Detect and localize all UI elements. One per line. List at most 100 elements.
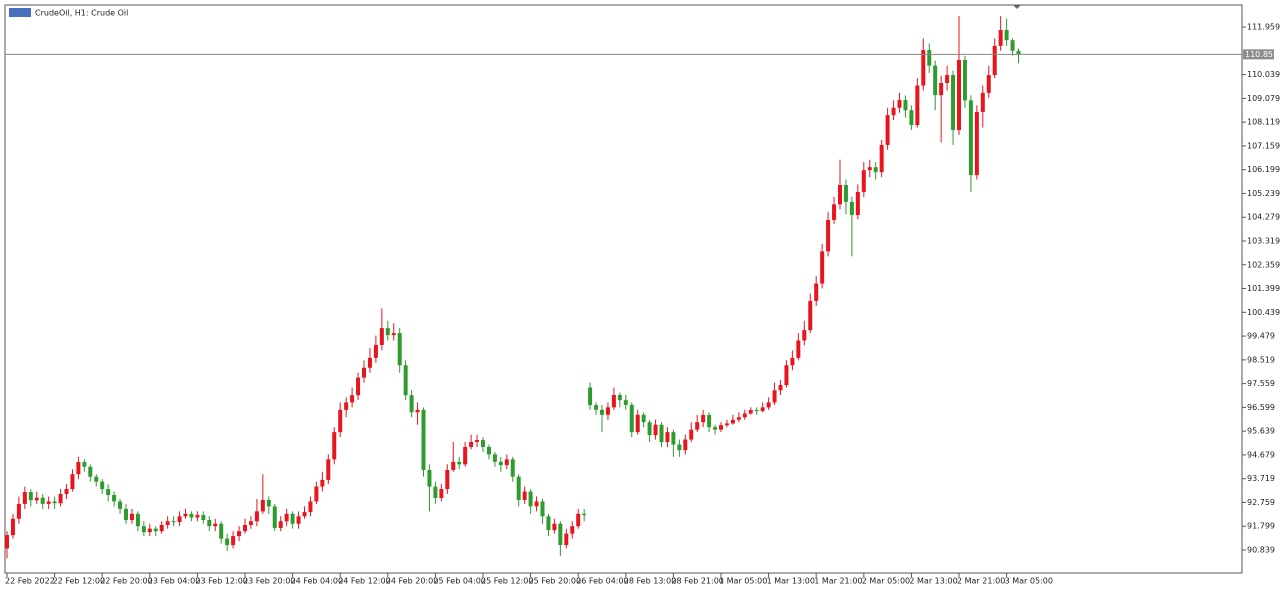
candle-body [129, 513, 134, 521]
candle-body [677, 444, 682, 451]
candle-body [802, 330, 807, 341]
candle-body [832, 204, 837, 220]
candle-body [183, 513, 188, 517]
candle-body [70, 474, 75, 490]
candle-body [594, 405, 599, 410]
x-tick-label: 22 Feb 20:00 [100, 577, 152, 586]
candle-body [980, 92, 985, 112]
candle-body [724, 423, 729, 426]
candle-body [58, 494, 63, 504]
candle-body [463, 446, 468, 465]
candle-body [237, 531, 242, 537]
candle-body [290, 513, 295, 524]
candle-body [820, 251, 825, 284]
candle-body [320, 479, 325, 487]
candle-body [736, 417, 741, 420]
candle-body [266, 499, 271, 507]
candle-body [891, 107, 896, 116]
candle-body [873, 167, 878, 173]
candle-body [124, 508, 128, 521]
candle-body [165, 521, 170, 525]
y-tick-label: 97.559 [1247, 379, 1275, 388]
candle-body [391, 333, 396, 336]
candle-body [516, 476, 521, 500]
candle-body [1010, 40, 1015, 51]
candle-body [278, 521, 283, 528]
x-tick-label: 28 Feb 13:00 [624, 577, 676, 586]
candle-body [94, 476, 99, 482]
candle-body [135, 513, 140, 527]
x-tick-label: 2 Mar 05:00 [862, 577, 910, 586]
x-tick-label: 3 Mar 05:00 [1005, 577, 1053, 586]
candle-body [112, 495, 117, 502]
candle-body [528, 491, 533, 507]
candle-body [546, 516, 551, 531]
candle-body [409, 395, 414, 413]
candle-body [314, 486, 319, 502]
y-tick-label: 91.799 [1247, 522, 1275, 531]
candle-body [1016, 50, 1021, 55]
candle-body [82, 462, 87, 467]
y-tick-label: 95.639 [1247, 427, 1275, 436]
current-price-box [1243, 49, 1274, 60]
candle-body [302, 512, 307, 517]
y-tick-label: 107.159 [1247, 141, 1280, 150]
candle-body [897, 100, 902, 108]
candle-body [16, 503, 21, 519]
candle-body [427, 469, 432, 487]
candle-body [611, 394, 616, 408]
x-tick-label: 25 Feb 12:00 [481, 577, 533, 586]
candle-body [284, 513, 289, 522]
candle-body [481, 440, 485, 447]
candle-body [879, 144, 884, 173]
x-tick-label: 2 Mar 13:00 [909, 577, 957, 586]
candle-body [849, 201, 854, 215]
x-tick-label: 24 Feb 12:00 [338, 577, 390, 586]
candle-body [719, 425, 723, 430]
y-tick-label: 109.079 [1247, 94, 1280, 103]
candle-body [659, 424, 664, 443]
candle-body [213, 523, 218, 527]
candle-body [808, 300, 813, 331]
candle-body [141, 526, 146, 533]
candle-body [350, 395, 355, 403]
candle-body [885, 115, 890, 145]
candle-body [46, 501, 51, 504]
candle-body [34, 497, 39, 501]
y-tick-label: 90.839 [1247, 545, 1275, 554]
candle-body [998, 30, 1003, 46]
candle-body [927, 50, 932, 66]
candle-body [713, 427, 718, 430]
y-tick-label: 108.119 [1247, 118, 1280, 127]
candle-body [772, 390, 777, 403]
candle-body [248, 521, 253, 525]
candle-body [219, 523, 224, 539]
candle-body [106, 489, 111, 496]
candle-body [671, 432, 676, 445]
candle-body [968, 100, 973, 176]
y-tick-label: 103.319 [1247, 236, 1280, 245]
candle-body [939, 82, 944, 96]
x-tick-label: 23 Feb 04:00 [148, 577, 200, 586]
y-tick-label: 94.679 [1247, 450, 1275, 459]
candle-body [600, 409, 604, 415]
candle-body [504, 459, 509, 466]
candle-body [962, 59, 967, 101]
candle-body [843, 185, 848, 202]
candle-body [492, 454, 497, 462]
candle-body [40, 497, 45, 504]
candle-body [534, 501, 539, 507]
candle-body [76, 462, 81, 475]
x-tick-label: 2 Mar 21:00 [957, 577, 1005, 586]
candle-body [177, 516, 182, 522]
candle-body [784, 365, 789, 386]
candle-body [909, 110, 914, 126]
candle-body [855, 191, 860, 215]
candle-body [88, 466, 93, 477]
candle-body [552, 523, 557, 531]
candle-body [356, 377, 361, 396]
candle-body [683, 439, 688, 451]
x-tick-label: 25 Feb 20:00 [529, 577, 581, 586]
candle-body [582, 513, 587, 516]
candle-body [445, 469, 450, 490]
